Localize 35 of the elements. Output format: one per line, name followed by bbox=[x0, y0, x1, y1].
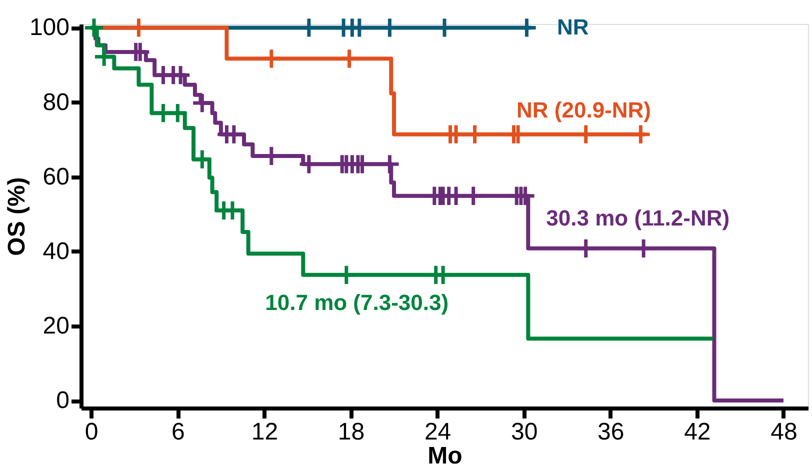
point bbox=[575, 124, 597, 146]
point bbox=[166, 102, 188, 124]
x-axis-title: Mo bbox=[428, 442, 462, 470]
y-tick-label: 80 bbox=[42, 88, 70, 116]
x-tick-label: 18 bbox=[338, 418, 365, 446]
x-tick-label: 24 bbox=[424, 418, 452, 446]
point bbox=[462, 185, 484, 207]
y-tick-label: 20 bbox=[42, 312, 70, 340]
point bbox=[464, 124, 486, 146]
point bbox=[336, 264, 358, 286]
series-label: 30.3 mo (11.2-NR) bbox=[546, 205, 730, 230]
series-label: 10.7 mo (7.3-30.3) bbox=[265, 290, 449, 315]
point bbox=[298, 153, 320, 176]
point bbox=[338, 48, 360, 70]
point bbox=[260, 48, 282, 70]
y-axis-title: OS (%) bbox=[3, 177, 30, 256]
x-tick-label: 30 bbox=[510, 418, 538, 446]
x-tick-label: 6 bbox=[171, 418, 185, 446]
y-tick-label: 60 bbox=[42, 163, 70, 190]
point bbox=[191, 148, 213, 170]
x-tick-label: 12 bbox=[251, 418, 278, 446]
y-tick-label: 40 bbox=[42, 238, 70, 265]
point bbox=[445, 124, 467, 146]
point bbox=[632, 238, 654, 260]
x-tick-label: 0 bbox=[84, 418, 98, 446]
y-tick-label: 0 bbox=[56, 387, 70, 414]
x-tick-label: 36 bbox=[598, 418, 624, 446]
y-tick-label: 100 bbox=[29, 14, 70, 42]
point bbox=[378, 153, 401, 176]
point bbox=[575, 238, 597, 260]
series-label: NR (20.9-NR) bbox=[516, 97, 651, 122]
series-label: NR bbox=[557, 14, 589, 40]
x-tick-label: 42 bbox=[684, 418, 711, 446]
x-tick-label: 48 bbox=[770, 418, 798, 446]
point bbox=[83, 16, 105, 39]
